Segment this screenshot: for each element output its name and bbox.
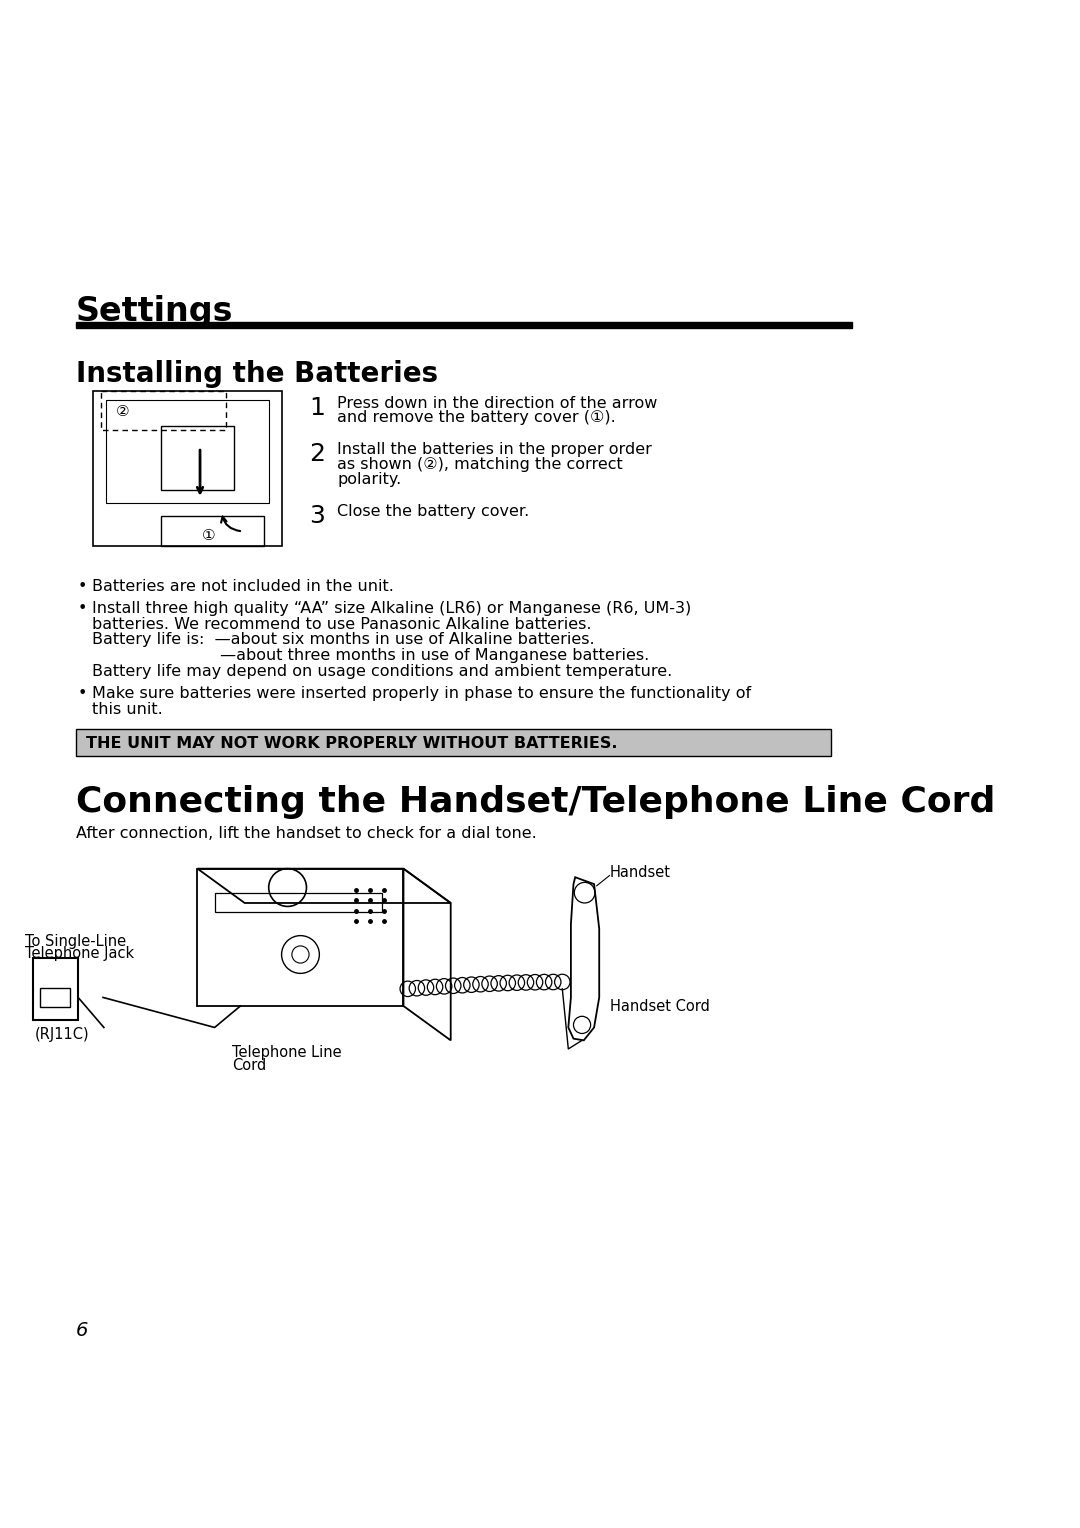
Bar bbox=[76, 322, 852, 329]
Text: 6: 6 bbox=[76, 1322, 87, 1340]
Text: Close the battery cover.: Close the battery cover. bbox=[337, 504, 529, 518]
Text: Make sure batteries were inserted properly in phase to ensure the functionality : Make sure batteries were inserted proper… bbox=[92, 686, 751, 701]
Text: (RJ11C): (RJ11C) bbox=[36, 1027, 90, 1042]
Bar bbox=[40, 989, 70, 1007]
Text: and remove the battery cover (①).: and remove the battery cover (①). bbox=[337, 411, 616, 425]
Text: Install three high quality “AA” size Alkaline (LR6) or Manganese (R6, UM-3): Install three high quality “AA” size Alk… bbox=[92, 601, 691, 616]
Text: 2: 2 bbox=[309, 443, 325, 466]
Text: •: • bbox=[78, 579, 87, 593]
Text: To Single-Line: To Single-Line bbox=[25, 934, 126, 949]
Text: Handset Cord: Handset Cord bbox=[609, 998, 710, 1013]
Text: polarity.: polarity. bbox=[337, 472, 402, 486]
Text: batteries. We recommend to use Panasonic Alkaline batteries.: batteries. We recommend to use Panasonic… bbox=[92, 617, 592, 631]
Text: After connection, lift the handset to check for a dial tone.: After connection, lift the handset to ch… bbox=[76, 825, 537, 840]
Text: Telephone Jack: Telephone Jack bbox=[25, 946, 134, 961]
Text: Press down in the direction of the arrow: Press down in the direction of the arrow bbox=[337, 396, 658, 411]
Text: ②: ② bbox=[116, 403, 130, 419]
Text: Telephone Line: Telephone Line bbox=[232, 1045, 341, 1059]
Bar bbox=[76, 729, 831, 756]
Text: this unit.: this unit. bbox=[92, 701, 163, 717]
Text: 1: 1 bbox=[309, 396, 325, 420]
Text: •: • bbox=[78, 601, 87, 616]
Text: Installing the Batteries: Installing the Batteries bbox=[76, 359, 437, 388]
Text: Battery life is:  —about six months in use of Alkaline batteries.: Battery life is: —about six months in us… bbox=[92, 633, 594, 648]
Text: Install the batteries in the proper order: Install the batteries in the proper orde… bbox=[337, 443, 652, 457]
Text: —about three months in use of Manganese batteries.: —about three months in use of Manganese … bbox=[92, 648, 649, 663]
Text: Connecting the Handset/Telephone Line Cord: Connecting the Handset/Telephone Line Co… bbox=[76, 784, 995, 819]
Bar bbox=[33, 958, 78, 1019]
Text: Battery life may depend on usage conditions and ambient temperature.: Battery life may depend on usage conditi… bbox=[92, 663, 672, 678]
Bar bbox=[215, 892, 382, 912]
Text: •: • bbox=[78, 686, 87, 701]
Text: THE UNIT MAY NOT WORK PROPERLY WITHOUT BATTERIES.: THE UNIT MAY NOT WORK PROPERLY WITHOUT B… bbox=[85, 735, 618, 750]
Text: as shown (②), matching the correct: as shown (②), matching the correct bbox=[337, 457, 623, 472]
Text: Handset: Handset bbox=[609, 865, 671, 880]
Text: 3: 3 bbox=[309, 504, 325, 527]
Text: Batteries are not included in the unit.: Batteries are not included in the unit. bbox=[92, 579, 394, 593]
Text: ①: ① bbox=[202, 529, 215, 542]
Text: Cord: Cord bbox=[232, 1059, 266, 1073]
Text: Settings: Settings bbox=[76, 295, 233, 329]
